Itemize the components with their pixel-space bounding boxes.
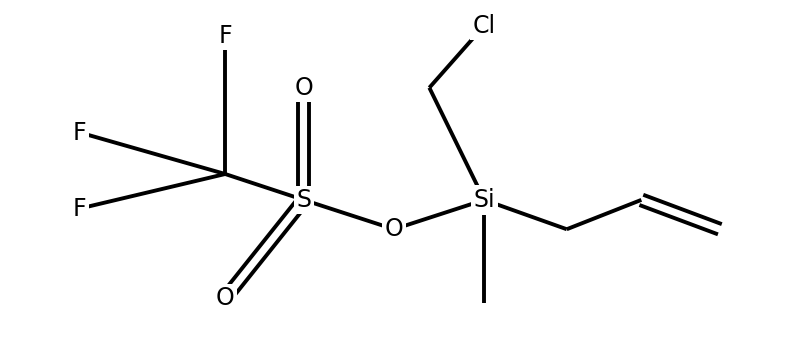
Text: F: F (73, 120, 87, 144)
Text: O: O (295, 76, 313, 100)
Text: Si: Si (474, 188, 495, 212)
Text: F: F (218, 24, 232, 48)
Text: S: S (296, 188, 311, 212)
Text: O: O (385, 217, 403, 241)
Text: Cl: Cl (473, 14, 496, 38)
Text: F: F (73, 197, 87, 221)
Text: O: O (216, 286, 235, 310)
